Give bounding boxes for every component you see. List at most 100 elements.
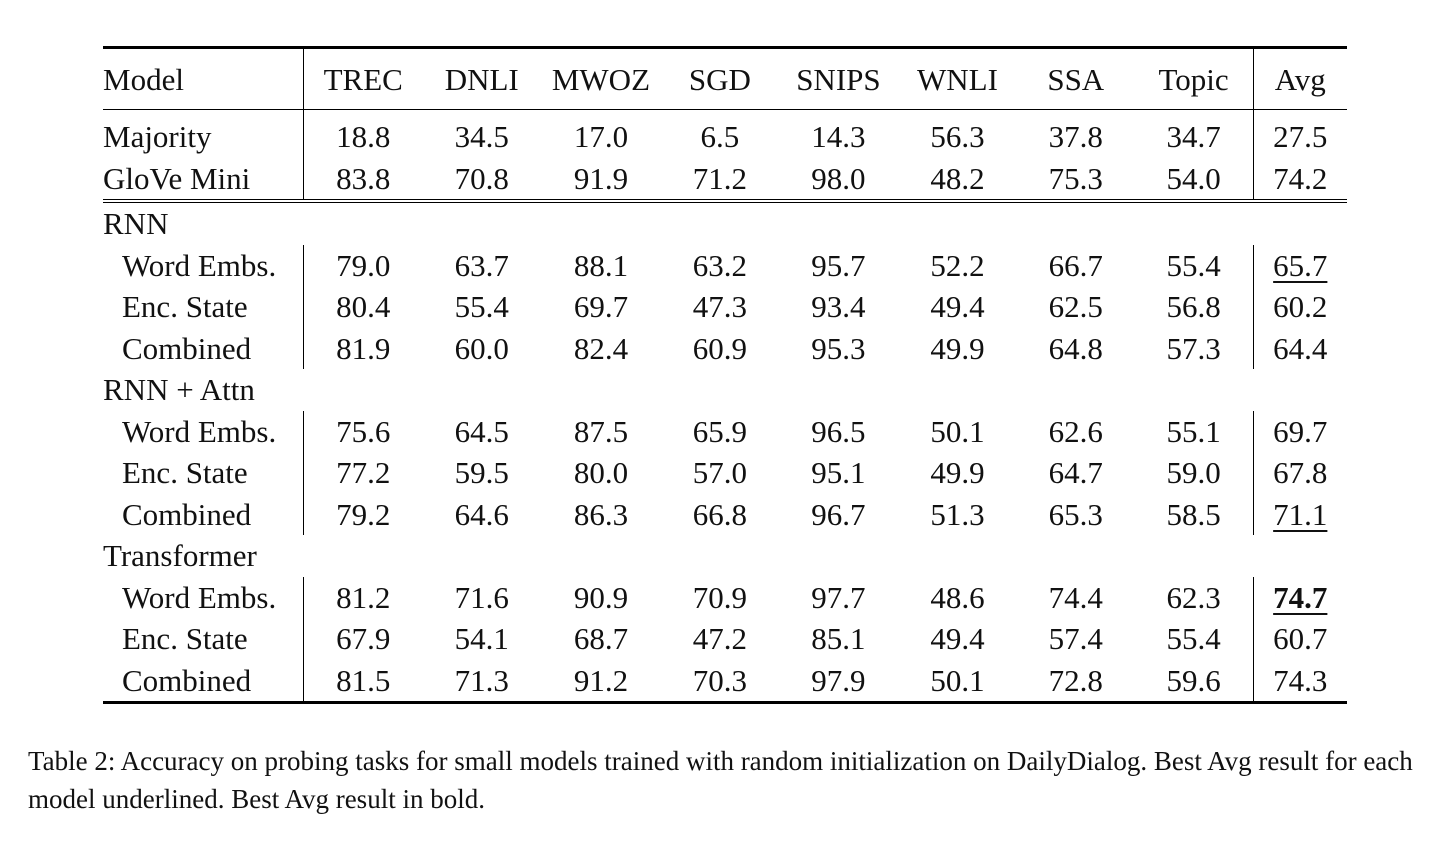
cell: 60.9 bbox=[692, 330, 747, 366]
row-label: GloVe Mini bbox=[103, 157, 305, 201]
cell: 93.4 bbox=[811, 289, 866, 325]
cell: 56.8 bbox=[1166, 289, 1221, 325]
row-label: Word Embs. bbox=[103, 410, 305, 452]
cell: 80.0 bbox=[573, 455, 629, 491]
cell: 88.1 bbox=[573, 247, 629, 283]
cell: 75.3 bbox=[1048, 160, 1103, 196]
cell: 71.3 bbox=[454, 662, 509, 698]
group-header-rnn: RNN bbox=[103, 201, 1347, 245]
group-header-transformer: Transformer bbox=[103, 535, 1347, 577]
cell: 59.5 bbox=[454, 455, 509, 491]
header-wnli: WNLI bbox=[916, 61, 998, 97]
cell: 48.2 bbox=[930, 160, 985, 196]
cell: 63.2 bbox=[692, 247, 747, 283]
header-trec: TREC bbox=[323, 61, 403, 97]
cell: 55.4 bbox=[1166, 621, 1221, 657]
cell: 75.6 bbox=[336, 413, 391, 449]
table-row-glove-mini: GloVe Mini 83.8 70.8 91.9 71.2 98.0 48.2… bbox=[103, 157, 1347, 201]
cell: 62.5 bbox=[1048, 289, 1103, 325]
group-header-rnn-attn: RNN + Attn bbox=[103, 369, 1347, 411]
table-row: Enc. State 67.9 54.1 68.7 47.2 85.1 49.4… bbox=[103, 618, 1347, 660]
avg-cell: 67.8 bbox=[1252, 452, 1347, 494]
cell: 65.3 bbox=[1048, 496, 1103, 532]
cell: 66.7 bbox=[1048, 247, 1103, 283]
cell: 64.7 bbox=[1048, 455, 1103, 491]
cell: 74.4 bbox=[1048, 579, 1103, 615]
cell: 86.3 bbox=[573, 496, 629, 532]
header-topic: Topic bbox=[1158, 61, 1229, 97]
cell: 87.5 bbox=[573, 413, 629, 449]
cell: 52.2 bbox=[930, 247, 985, 283]
avg-cell: 27.5 bbox=[1252, 109, 1347, 158]
cell: 59.0 bbox=[1166, 455, 1221, 491]
cell: 54.1 bbox=[454, 621, 509, 657]
cell: 85.1 bbox=[811, 621, 866, 657]
cell: 49.9 bbox=[930, 330, 985, 366]
cell: 71.6 bbox=[454, 579, 509, 615]
cell: 47.2 bbox=[692, 621, 747, 657]
cell: 48.6 bbox=[930, 579, 985, 615]
avg-cell: 60.2 bbox=[1252, 286, 1347, 328]
group-label: Transformer bbox=[103, 538, 257, 574]
avg-cell: 74.3 bbox=[1252, 659, 1347, 703]
cell: 34.7 bbox=[1166, 119, 1221, 155]
avg-cell: 74.2 bbox=[1252, 157, 1347, 201]
cell: 62.6 bbox=[1048, 413, 1103, 449]
group-label: RNN bbox=[103, 206, 169, 242]
table-row: Combined 81.9 60.0 82.4 60.9 95.3 49.9 6… bbox=[103, 327, 1347, 369]
results-table-container: Model TREC DNLI MWOZ SGD SNIPS WNLI SSA … bbox=[103, 46, 1347, 704]
table-row-majority: Majority 18.8 34.5 17.0 6.5 14.3 56.3 37… bbox=[103, 109, 1347, 158]
cell: 95.1 bbox=[811, 455, 866, 491]
row-label: Combined bbox=[103, 493, 305, 535]
cell: 79.2 bbox=[336, 496, 391, 532]
header-sgd: SGD bbox=[688, 61, 751, 97]
cell: 17.0 bbox=[573, 119, 629, 155]
avg-best-bold-underlined: 74.7 bbox=[1273, 579, 1328, 615]
cell: 49.4 bbox=[930, 289, 985, 325]
cell: 55.1 bbox=[1166, 413, 1221, 449]
cell: 18.8 bbox=[336, 119, 391, 155]
header-mwoz: MWOZ bbox=[551, 61, 651, 97]
cell: 81.2 bbox=[336, 579, 391, 615]
table-row: Combined 79.2 64.6 86.3 66.8 96.7 51.3 6… bbox=[103, 493, 1347, 535]
cell: 6.5 bbox=[700, 119, 740, 155]
cell: 57.3 bbox=[1166, 330, 1221, 366]
cell: 34.5 bbox=[454, 119, 509, 155]
avg-underlined: 65.7 bbox=[1273, 247, 1328, 283]
row-label: Enc. State bbox=[103, 618, 305, 660]
cell: 90.9 bbox=[573, 579, 629, 615]
avg-cell: 64.4 bbox=[1252, 327, 1347, 369]
cell: 65.9 bbox=[692, 413, 747, 449]
cell: 63.7 bbox=[454, 247, 509, 283]
header-model: Model bbox=[103, 47, 305, 110]
avg-underlined: 71.1 bbox=[1273, 496, 1328, 532]
cell: 47.3 bbox=[692, 289, 747, 325]
cell: 55.4 bbox=[454, 289, 509, 325]
row-label: Word Embs. bbox=[103, 576, 305, 618]
cell: 49.4 bbox=[930, 621, 985, 657]
cell: 81.9 bbox=[336, 330, 391, 366]
cell: 82.4 bbox=[573, 330, 629, 366]
avg-cell: 60.7 bbox=[1252, 618, 1347, 660]
cell: 79.0 bbox=[336, 247, 391, 283]
cell: 95.3 bbox=[811, 330, 866, 366]
cell: 70.8 bbox=[454, 160, 509, 196]
cell: 50.1 bbox=[930, 662, 985, 698]
avg-cell: 65.7 bbox=[1252, 244, 1347, 286]
row-label: Combined bbox=[103, 327, 305, 369]
table-caption: Table 2: Accuracy on probing tasks for s… bbox=[28, 746, 1413, 814]
row-label: Enc. State bbox=[103, 452, 305, 494]
cell: 98.0 bbox=[811, 160, 866, 196]
header-dnli: DNLI bbox=[444, 61, 519, 97]
cell: 64.5 bbox=[454, 413, 509, 449]
cell: 57.0 bbox=[692, 455, 747, 491]
table-row: Word Embs. 81.2 71.6 90.9 70.9 97.7 48.6… bbox=[103, 576, 1347, 618]
cell: 66.8 bbox=[692, 496, 747, 532]
cell: 54.0 bbox=[1166, 160, 1221, 196]
table-row: Word Embs. 75.6 64.5 87.5 65.9 96.5 50.1… bbox=[103, 410, 1347, 452]
cell: 49.9 bbox=[930, 455, 985, 491]
cell: 70.9 bbox=[692, 579, 747, 615]
cell: 59.6 bbox=[1166, 662, 1221, 698]
row-label: Majority bbox=[103, 109, 305, 158]
results-table: Model TREC DNLI MWOZ SGD SNIPS WNLI SSA … bbox=[103, 46, 1347, 704]
